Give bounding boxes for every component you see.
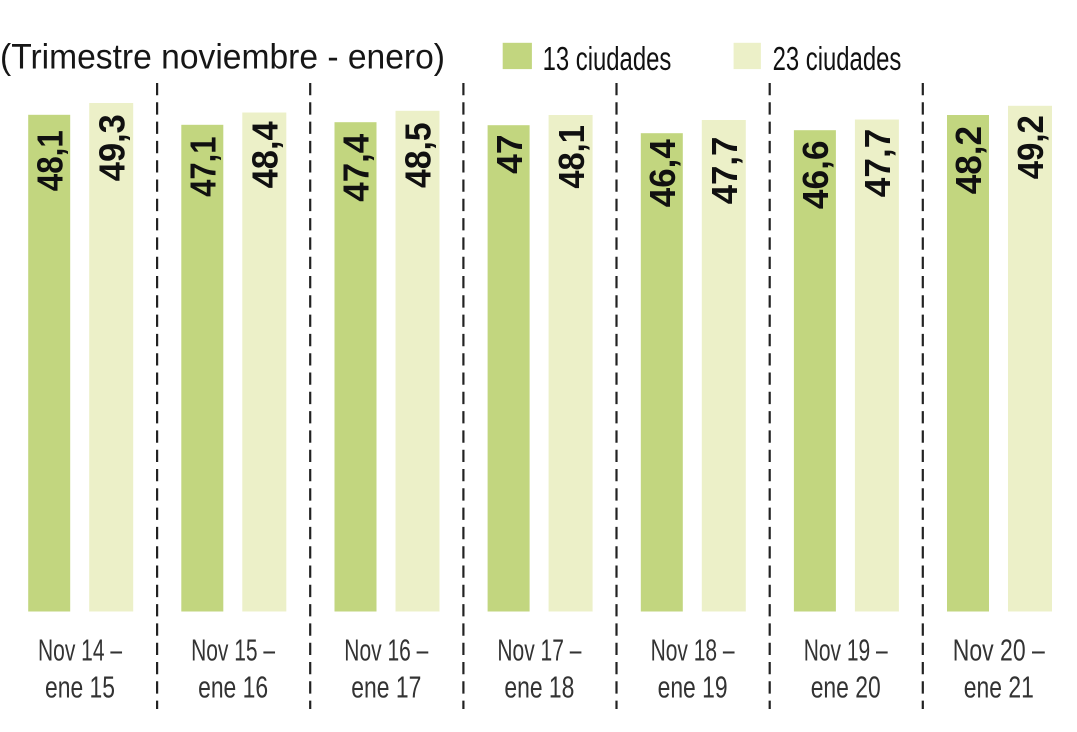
svg-text:Nov 19 –: Nov 19 – bbox=[804, 633, 888, 667]
svg-text:Nov 18 –: Nov 18 – bbox=[651, 633, 735, 667]
svg-text:ene 20: ene 20 bbox=[811, 671, 881, 705]
svg-text:49,2: 49,2 bbox=[1010, 115, 1051, 179]
svg-text:Nov 17 –: Nov 17 – bbox=[497, 633, 581, 667]
svg-text:47,7: 47,7 bbox=[704, 137, 745, 205]
svg-text:ene 16: ene 16 bbox=[198, 671, 268, 705]
svg-text:ene 15: ene 15 bbox=[45, 671, 115, 705]
svg-text:46,6: 46,6 bbox=[795, 141, 836, 210]
svg-text:ene 21: ene 21 bbox=[964, 671, 1034, 705]
svg-text:48,5: 48,5 bbox=[398, 122, 439, 188]
svg-text:47: 47 bbox=[489, 134, 530, 174]
svg-text:47,4: 47,4 bbox=[336, 133, 377, 202]
svg-text:48,4: 48,4 bbox=[245, 121, 286, 189]
svg-text:ene 18: ene 18 bbox=[504, 671, 574, 705]
svg-text:48,1: 48,1 bbox=[29, 130, 70, 191]
svg-text:Nov 14 –: Nov 14 – bbox=[38, 633, 122, 667]
svg-text:47,7: 47,7 bbox=[857, 129, 898, 198]
svg-text:ene 19: ene 19 bbox=[658, 671, 728, 705]
svg-text:Nov 20 –: Nov 20 – bbox=[953, 633, 1045, 667]
svg-text:49,3: 49,3 bbox=[91, 114, 132, 181]
svg-text:23 ciudades: 23 ciudades bbox=[773, 41, 902, 78]
svg-text:13 ciudades: 13 ciudades bbox=[543, 41, 672, 78]
svg-text:47,1: 47,1 bbox=[183, 136, 224, 197]
svg-text:48,2: 48,2 bbox=[948, 126, 989, 194]
svg-text:Nov 15 –: Nov 15 – bbox=[191, 633, 275, 667]
svg-text:(Trimestre noviembre - enero): (Trimestre noviembre - enero) bbox=[0, 37, 445, 76]
svg-text:Nov 16 –: Nov 16 – bbox=[344, 633, 428, 667]
svg-text:ene 17: ene 17 bbox=[351, 671, 421, 705]
svg-text:46,4: 46,4 bbox=[642, 139, 683, 208]
svg-text:48,1: 48,1 bbox=[551, 125, 592, 189]
